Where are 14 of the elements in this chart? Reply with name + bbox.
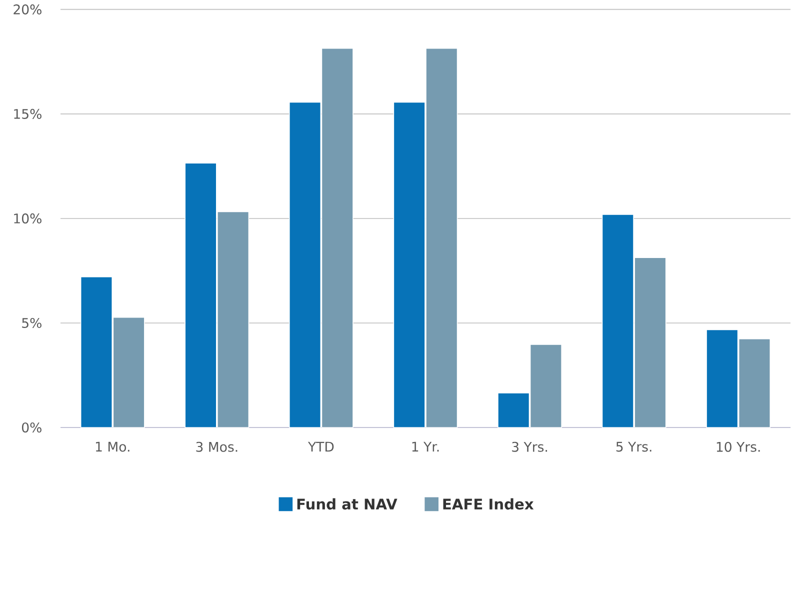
x-tick-label: 3 Yrs. xyxy=(512,442,547,452)
x-tick-label: 10 Yrs. xyxy=(716,442,760,452)
legend-label: EAFE Index xyxy=(443,498,534,510)
x-tick-label: 3 Mos. xyxy=(196,442,238,452)
x-tick-label: 5 Yrs. xyxy=(616,442,652,452)
y-tick-label: 10% xyxy=(14,213,42,224)
x-tick-label: 1 Yr. xyxy=(412,442,439,452)
y-tick-label: 5% xyxy=(22,318,42,328)
y-tick-label: 15% xyxy=(14,108,42,119)
x-tick-label: 1 Mo. xyxy=(96,442,130,452)
y-tick-label: 0% xyxy=(22,422,42,432)
y-tick-label: 20% xyxy=(14,4,42,14)
legend-label: Fund at NAV xyxy=(297,498,398,510)
x-tick-label: YTD xyxy=(308,442,334,452)
